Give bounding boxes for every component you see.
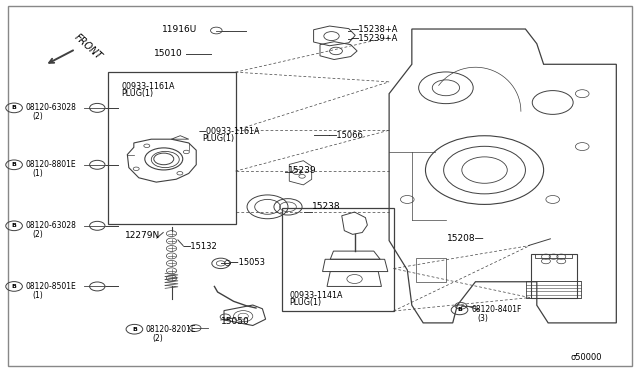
Text: B: B <box>12 105 17 110</box>
Text: 15010: 15010 <box>154 49 183 58</box>
Text: 08120-8401F: 08120-8401F <box>471 305 522 314</box>
Text: B: B <box>457 307 462 312</box>
Text: (1): (1) <box>32 291 43 300</box>
Text: 11916U: 11916U <box>162 25 197 34</box>
Text: 00933-1141A: 00933-1141A <box>289 291 343 300</box>
Text: σ50000: σ50000 <box>570 353 602 362</box>
Text: PLUG(1): PLUG(1) <box>122 89 154 97</box>
Bar <box>108 72 236 224</box>
Text: 12279N: 12279N <box>125 231 161 240</box>
Text: B: B <box>12 284 17 289</box>
Text: 15239: 15239 <box>288 166 317 175</box>
Text: B: B <box>12 223 17 228</box>
Text: (2): (2) <box>32 112 43 121</box>
Text: (3): (3) <box>477 314 488 323</box>
Text: 08120-63028: 08120-63028 <box>26 103 76 112</box>
Text: —15239+A: —15239+A <box>351 34 398 43</box>
Text: 08120-8801E: 08120-8801E <box>26 160 76 169</box>
Bar <box>282 208 394 311</box>
Text: (1): (1) <box>32 169 43 178</box>
Text: 00933-1161A: 00933-1161A <box>122 82 175 91</box>
Bar <box>531 254 577 298</box>
Bar <box>535 254 572 258</box>
Text: —15132: —15132 <box>183 242 218 251</box>
Text: PLUG(1): PLUG(1) <box>202 134 234 143</box>
Text: 15238: 15238 <box>312 202 341 211</box>
Text: PLUG(1): PLUG(1) <box>289 298 321 307</box>
Text: 08120-8201E: 08120-8201E <box>146 325 196 334</box>
Text: B: B <box>12 162 17 167</box>
Text: ○—15053: ○—15053 <box>223 258 266 267</box>
Text: —15066: —15066 <box>329 131 364 140</box>
Text: 08120-63028: 08120-63028 <box>26 221 76 230</box>
Bar <box>527 281 580 298</box>
Text: —00933-1161A: —00933-1161A <box>198 127 260 136</box>
Text: 15208—: 15208— <box>447 234 484 243</box>
Text: B: B <box>132 327 137 332</box>
Text: 15050: 15050 <box>221 317 250 326</box>
Text: FRONT: FRONT <box>72 32 104 61</box>
Text: (2): (2) <box>152 334 163 343</box>
Text: 08120-8501E: 08120-8501E <box>26 282 76 291</box>
Text: —15238+A: —15238+A <box>351 25 398 34</box>
Text: (2): (2) <box>32 230 43 239</box>
